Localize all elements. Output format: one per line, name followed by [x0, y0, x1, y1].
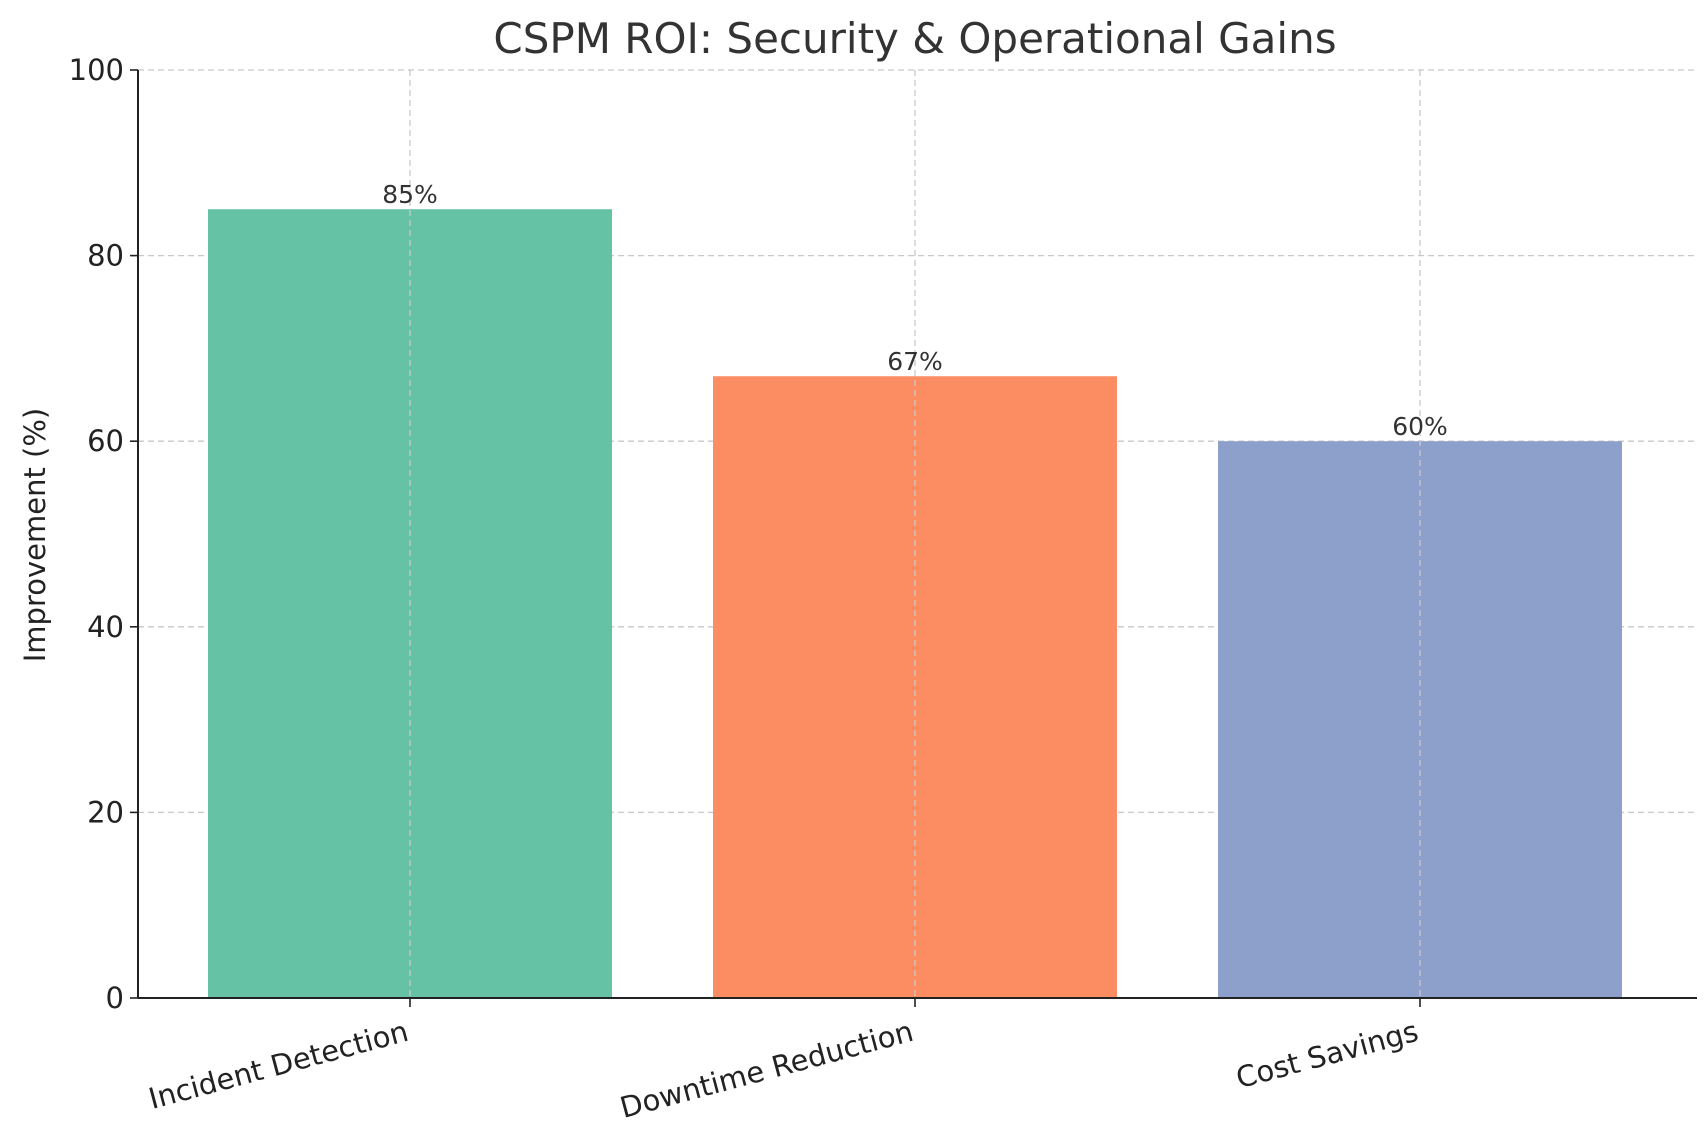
bar-value-label: 85% — [382, 180, 438, 209]
y-tick-label: 40 — [87, 610, 124, 644]
bar-value-label: 60% — [1392, 412, 1448, 441]
y-tick-label: 60 — [87, 424, 124, 458]
y-tick-label: 20 — [87, 795, 124, 829]
x-tick-label: Downtime Reduction — [616, 1014, 916, 1125]
vertical-grid-layer — [409, 70, 1421, 998]
bar-value-label: 67% — [887, 347, 943, 376]
axes-layer — [130, 69, 1697, 1007]
y-tick-label: 100 — [69, 53, 124, 87]
y-tick-label: 80 — [87, 239, 124, 273]
x-tick-label: Incident Detection — [145, 1014, 412, 1116]
y-tick-label: 0 — [106, 981, 124, 1015]
chart-title: CSPM ROI: Security & Operational Gains — [493, 14, 1336, 63]
y-axis-label: Improvement (%) — [18, 408, 52, 663]
x-tick-label: Cost Savings — [1232, 1014, 1421, 1095]
